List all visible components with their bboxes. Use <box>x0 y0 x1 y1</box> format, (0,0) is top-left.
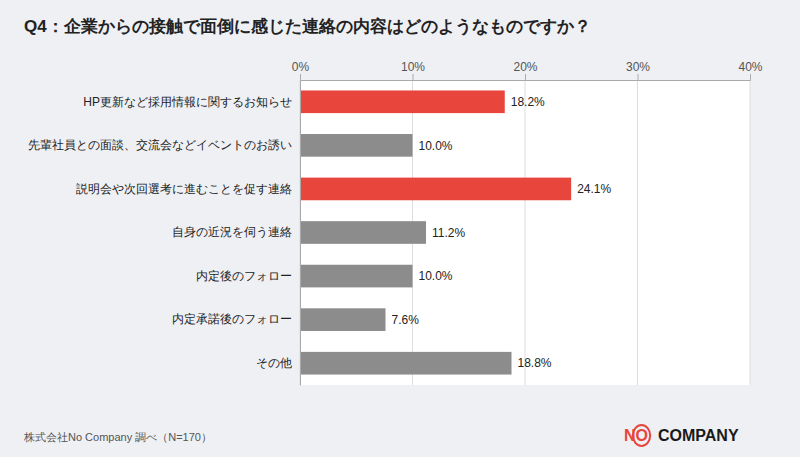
y-tick-label: 内定後のフォロー <box>196 269 292 283</box>
x-tick-mark <box>750 74 751 80</box>
data-label: 10.0% <box>419 139 453 153</box>
y-tick-label: HP更新など採用情報に関するお知らせ <box>83 95 292 109</box>
data-label: 11.2% <box>432 226 465 240</box>
y-tick: その他 <box>256 356 300 370</box>
bars <box>300 90 571 374</box>
bar <box>300 221 426 244</box>
data-label: 18.8% <box>518 356 552 370</box>
x-tick-mark <box>413 74 414 80</box>
x-tick: 10% <box>401 60 425 80</box>
data-label: 24.1% <box>577 182 611 196</box>
x-tick: 20% <box>513 60 537 80</box>
x-tick: 0% <box>292 60 310 80</box>
x-tick-label: 40% <box>738 60 762 74</box>
grid-line <box>637 80 638 385</box>
bar <box>300 134 413 157</box>
y-tick: 内定承諾後のフォロー <box>172 312 300 326</box>
bar <box>300 265 413 288</box>
bar <box>300 308 386 331</box>
data-label: 18.2% <box>511 95 545 109</box>
y-tick-label: 内定承諾後のフォロー <box>172 312 292 326</box>
plot-area <box>300 80 750 385</box>
y-tick: 説明会や次回選考に進むことを促す連絡 <box>76 182 300 196</box>
x-tick-label: 0% <box>292 60 310 74</box>
x-tick: 40% <box>738 60 762 80</box>
grid <box>300 80 750 385</box>
logo-text: COMPANY <box>658 427 739 444</box>
logo-circle <box>633 425 650 446</box>
x-axis: 0% 10% 20% 30% 40% <box>292 60 763 81</box>
y-tick-label: 自身の近況を伺う連絡 <box>172 225 292 239</box>
axis-domain <box>300 81 301 386</box>
y-tick: 先輩社員との面談、交流会などイベントのお誘い <box>28 138 300 152</box>
bar <box>300 178 571 201</box>
logo-text: NO <box>624 427 648 444</box>
y-axis: HP更新など採用情報に関するお知らせ先輩社員との面談、交流会などイベントのお誘い… <box>28 81 301 386</box>
data-labels: 18.2% 10.0% 24.1% 11.2% 10.0% 7.6% 18.8% <box>392 95 612 370</box>
data-label: 7.6% <box>392 313 420 327</box>
x-tick-mark <box>525 74 526 80</box>
footer: 株式会社No Company 調べ（N=170） <box>23 431 212 443</box>
y-tick: 内定後のフォロー <box>196 269 300 283</box>
grid-line <box>525 80 526 385</box>
bar <box>300 90 505 113</box>
grid-line <box>300 80 301 385</box>
x-tick: 30% <box>626 60 650 80</box>
y-tick: 自身の近況を伺う連絡 <box>172 225 300 239</box>
chart: Q4：企業からの接触で面倒に感じた連絡の内容はどのようなものですか？18.2%1… <box>0 0 800 457</box>
y-tick-label: 先輩社員との面談、交流会などイベントのお誘い <box>28 138 292 152</box>
x-tick-label: 20% <box>513 60 537 74</box>
y-tick: HP更新など採用情報に関するお知らせ <box>83 95 300 109</box>
title: Q4：企業からの接触で面倒に感じた連絡の内容はどのようなものですか？ <box>24 17 591 36</box>
x-tick-label: 30% <box>626 60 650 74</box>
y-tick-label: 説明会や次回選考に進むことを促す連絡 <box>76 182 292 196</box>
data-label: 10.0% <box>419 269 453 283</box>
bar <box>300 352 512 375</box>
x-tick-mark <box>638 74 639 80</box>
x-tick-label: 10% <box>401 60 425 74</box>
background <box>0 0 800 457</box>
x-tick-mark <box>300 74 301 80</box>
grid-line <box>750 80 751 385</box>
y-tick-label: その他 <box>256 356 292 370</box>
axis-domain <box>301 74 751 81</box>
